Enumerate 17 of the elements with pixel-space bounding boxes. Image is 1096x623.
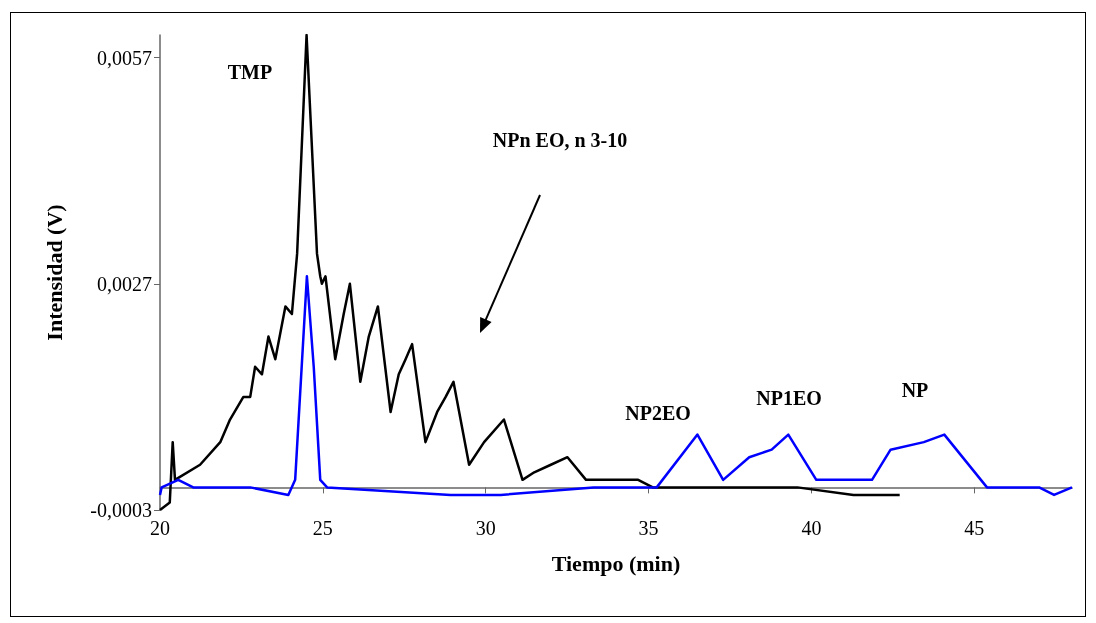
x-tick-label: 40 [801, 517, 822, 539]
x-tick-label: 30 [475, 517, 496, 539]
annotation: NP [901, 379, 929, 401]
annotation: NP2EO [625, 402, 691, 424]
y-axis-title: Intensidad (V) [41, 204, 67, 341]
y-tick-label: 0,0027 [97, 272, 152, 295]
x-tick-label: 45 [964, 517, 985, 539]
annotation: NP1EO [756, 387, 822, 409]
x-tick-label: 20 [150, 517, 170, 539]
annotation: TMP [227, 61, 273, 83]
x-tick-label: 25 [312, 517, 333, 539]
x-tick-label: 35 [638, 517, 659, 539]
annotation: NPn EO, n 3-10 [492, 129, 628, 151]
line-series [158, 275, 1074, 497]
x-axis-title: Tiempo (min) [551, 550, 681, 576]
y-tick-label: 0,0057 [97, 46, 152, 69]
y-tick-label: -0,0003 [90, 499, 152, 521]
